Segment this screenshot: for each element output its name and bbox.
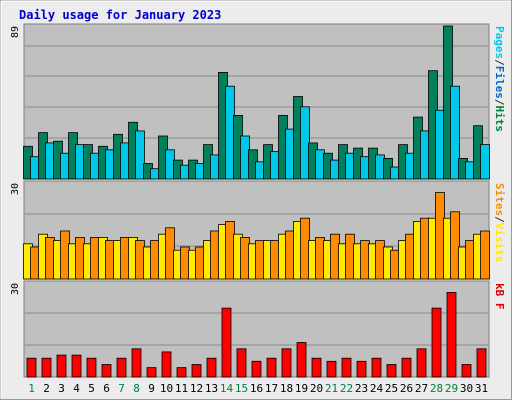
bar-kb-f-day-29 (446, 291, 457, 378)
bar-files-day-31 (480, 144, 490, 180)
day-label: 22 (340, 382, 353, 395)
axis-label-part: Hits (493, 106, 506, 133)
axis-label-part (493, 296, 506, 303)
bar-kb-f-day-23 (356, 360, 367, 378)
axis-label-part: / (493, 59, 506, 66)
bar-kb-f-day-31 (476, 348, 487, 378)
bar-kb-f-day-30 (461, 364, 472, 378)
bar-kb-f-day-4 (71, 354, 82, 378)
axis-label-kb: kB F (493, 283, 506, 310)
axis-label-part: / (493, 99, 506, 106)
day-label: 16 (250, 382, 263, 395)
axis-label-hits: Pages/Files/Hits (493, 26, 506, 132)
axis-label-part: Files (493, 66, 506, 99)
bar-kb-f-day-5 (86, 357, 97, 378)
bar-kb-f-day-12 (191, 364, 202, 378)
day-label: 5 (88, 382, 95, 395)
bar-kb-f-day-10 (161, 351, 172, 378)
day-label: 18 (280, 382, 293, 395)
day-label: 10 (160, 382, 173, 395)
bar-kb-f-day-27 (416, 348, 427, 378)
axis-label-part: / (493, 216, 506, 223)
bar-kb-f-day-8 (131, 348, 142, 378)
bar-kb-f-day-20 (311, 357, 322, 378)
bar-kb-f-day-15 (236, 348, 247, 378)
panel-visits: 30 Sites/Visits (10, 180, 506, 280)
bar-kb-f-day-21 (326, 360, 337, 378)
day-label: 8 (133, 382, 140, 395)
bar-kb-f-day-2 (41, 357, 52, 378)
day-label: 13 (205, 382, 218, 395)
axis-label-part: Pages (493, 26, 506, 59)
day-label: 28 (430, 382, 443, 395)
day-label: 4 (73, 382, 80, 395)
day-label: 7 (118, 382, 125, 395)
day-label: 20 (310, 382, 323, 395)
bar-kb-f-day-26 (401, 357, 412, 378)
bar-kb-f-day-19 (296, 342, 307, 378)
axis-label-part: Visits (493, 223, 506, 263)
day-label: 31 (475, 382, 488, 395)
y-max-label: 30 (10, 183, 21, 195)
day-label: 1 (28, 382, 35, 395)
bar-kb-f-day-16 (251, 360, 262, 378)
bar-kb-f-day-28 (431, 307, 442, 378)
day-label: 23 (355, 382, 368, 395)
bar-kb-f-day-13 (206, 357, 217, 378)
day-label: 12 (190, 382, 203, 395)
day-label: 29 (445, 382, 458, 395)
y-max-label: 30 (10, 283, 21, 295)
axis-label-visits: Sites/Visits (493, 183, 506, 263)
bar-kb-f-day-25 (386, 364, 397, 378)
day-label: 21 (325, 382, 338, 395)
bar-files-day-29 (450, 85, 460, 180)
day-label: 2 (43, 382, 50, 395)
day-label: 6 (103, 382, 110, 395)
day-label: 9 (148, 382, 155, 395)
bar-kb-f-day-7 (116, 357, 127, 378)
bar-sites-day-31 (480, 230, 490, 280)
bar-kb-f-day-14 (221, 307, 232, 378)
chart-title: Daily usage for January 2023 (19, 8, 221, 22)
y-max-label: 89 (10, 26, 21, 38)
bar-kb-f-day-3 (56, 354, 67, 378)
bar-kb-f-day-17 (266, 357, 277, 378)
bar-sites-day-29 (450, 211, 460, 280)
day-label: 11 (175, 382, 188, 395)
bar-kb-f-day-6 (101, 364, 112, 378)
bar-kb-f-day-11 (176, 367, 187, 378)
axis-label-part: kB (493, 283, 506, 297)
bar-kb-f-day-9 (146, 367, 157, 378)
day-label: 26 (400, 382, 413, 395)
day-label: 24 (370, 382, 384, 395)
bar-kb-f-day-18 (281, 348, 292, 378)
bar-files-day-8 (135, 130, 145, 180)
bar-kb-f-day-22 (341, 357, 352, 378)
day-label: 19 (295, 382, 308, 395)
day-label: 17 (265, 382, 278, 395)
day-label: 3 (58, 382, 65, 395)
bar-kb-f-day-24 (371, 357, 382, 378)
axis-label-part: F (493, 303, 506, 310)
day-label: 14 (220, 382, 234, 395)
x-axis-day-labels: 1 2 3 4 5 6 7 8 9 10 11 12 13 14 15 16 17 18 19 20 21 22 23 24 2… (28, 382, 488, 395)
day-label: 25 (385, 382, 398, 395)
bar-kb-f-day-1 (26, 357, 37, 378)
day-label: 15 (235, 382, 248, 395)
day-label: 30 (460, 382, 473, 395)
panel-kb: 30 kB F (10, 280, 506, 378)
day-label: 27 (415, 382, 428, 395)
axis-label-part: Sites (493, 183, 506, 216)
panel-hits: 89 Pages/Files/Hits (10, 23, 506, 180)
